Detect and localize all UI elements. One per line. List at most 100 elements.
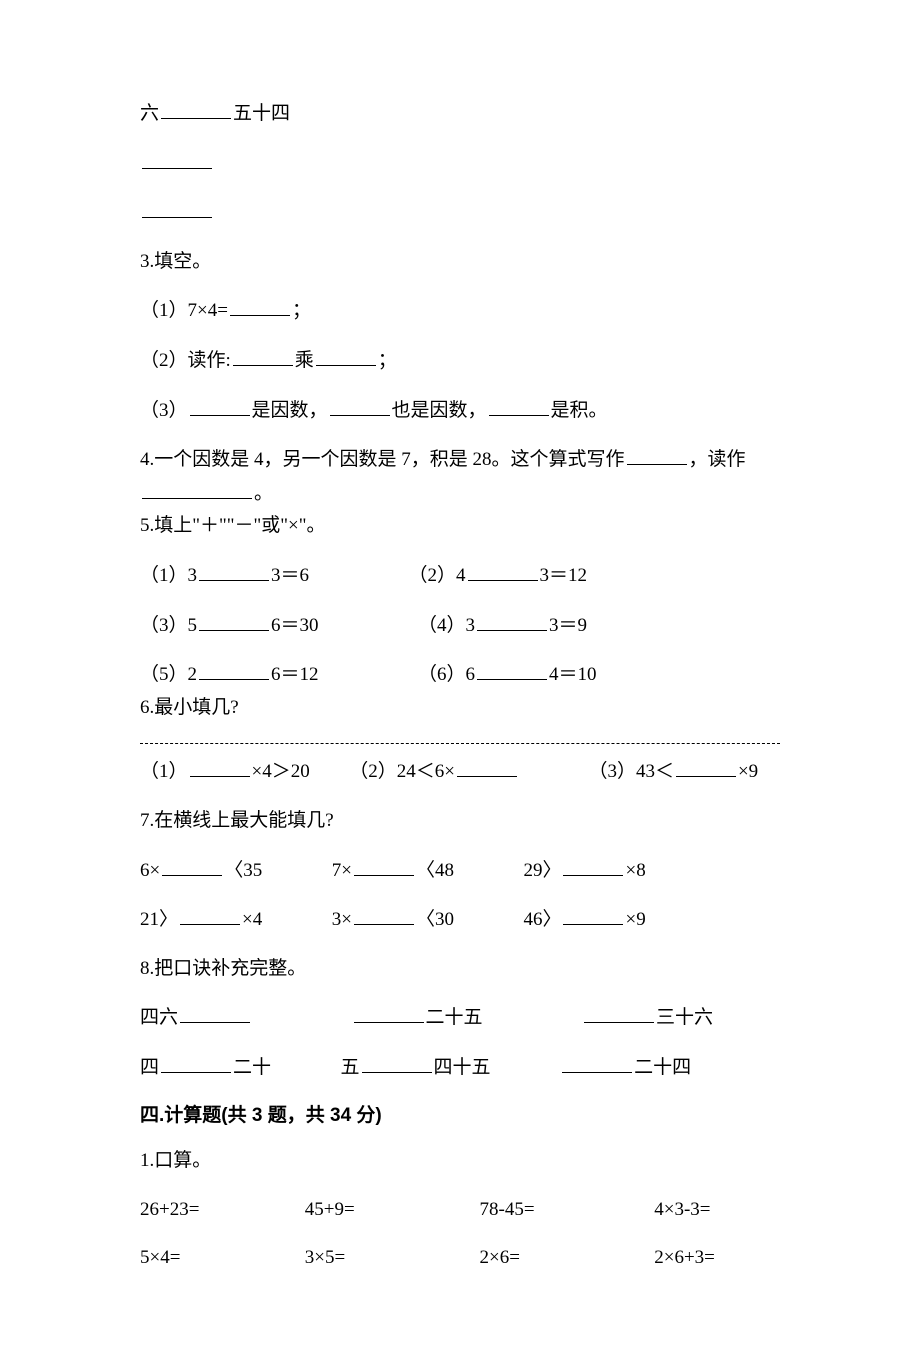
q4-line1: 4.一个因数是 4，另一个因数是 7，积是 28。这个算式写作，读作 (140, 446, 780, 474)
text: 4＝10 (549, 664, 597, 685)
blank[interactable] (230, 297, 290, 316)
blank[interactable] (180, 1004, 250, 1023)
q5-r3: （5）26＝12 （6）64＝10 (140, 661, 780, 689)
blank[interactable] (354, 857, 414, 876)
blank[interactable] (316, 347, 376, 366)
blank[interactable] (468, 562, 538, 581)
text: 46〉 (523, 909, 561, 930)
sec4-row2: 5×4= 3×5= 2×6= 2×6+3= (140, 1245, 780, 1272)
text: ，读作 (689, 449, 746, 470)
text: （2）4 (409, 565, 466, 586)
text: （2）读作: (140, 350, 231, 371)
q6-head: 6.最小填几? (140, 695, 780, 722)
text: 7× (332, 860, 352, 881)
q4-line2: 。 (140, 480, 780, 508)
text: 6＝12 (271, 664, 319, 685)
blank[interactable] (180, 906, 240, 925)
blank[interactable] (627, 446, 687, 465)
q7-r1: 6×〈35 7×〈48 29〉×8 (140, 857, 780, 885)
frag-blank-2 (140, 199, 780, 227)
text: ； (292, 300, 311, 321)
blank[interactable] (142, 199, 212, 218)
text: ×9 (625, 909, 645, 930)
text: 。 (254, 483, 273, 504)
text: 29〉 (523, 860, 561, 881)
text: ×9 (738, 761, 758, 782)
q8-r1: 四六 二十五 三十六 (140, 1004, 780, 1032)
text: 6＝30 (271, 615, 319, 636)
text: 六 (140, 103, 159, 124)
blank[interactable] (562, 1054, 632, 1073)
blank[interactable] (233, 347, 293, 366)
text: 3＝6 (271, 565, 309, 586)
text: （3）43＜ (588, 761, 674, 782)
q8-head: 8.把口诀补充完整。 (140, 956, 780, 983)
text: （1）3 (140, 565, 197, 586)
q8-r2: 四二十 五四十五 二十四 (140, 1054, 780, 1082)
blank[interactable] (676, 758, 736, 777)
blank[interactable] (199, 562, 269, 581)
blank[interactable] (354, 1004, 424, 1023)
text: 乘 (295, 350, 314, 371)
text: 四六 (140, 1007, 178, 1028)
sec4-q1-head: 1.口算。 (140, 1148, 780, 1175)
blank[interactable] (457, 758, 517, 777)
blank[interactable] (563, 906, 623, 925)
text: 是因数， (252, 400, 328, 421)
text: （4）3 (418, 615, 475, 636)
text: ； (378, 350, 397, 371)
blank[interactable] (199, 612, 269, 631)
text: ×4 (242, 909, 262, 930)
expr: 5×4= (140, 1245, 300, 1272)
blank[interactable] (489, 397, 549, 416)
text: ×8 (625, 860, 645, 881)
blank[interactable] (190, 397, 250, 416)
q6-body: （1）×4＞20 （2）24＜6× （3）43＜×9 (140, 758, 780, 786)
expr: 2×6= (480, 1245, 650, 1272)
q7-head: 7.在横线上最大能填几? (140, 808, 780, 835)
text: （5）2 (140, 664, 197, 685)
text: （3）5 (140, 615, 197, 636)
frag-line-1: 六 五十四 (140, 100, 780, 128)
q3-1: （1）7×4= ； (140, 297, 780, 325)
q5-r1: （1）3 3＝6 （2）4 3＝12 (140, 562, 780, 590)
blank[interactable] (477, 661, 547, 680)
divider-dashed (140, 743, 780, 744)
text: （1）7×4= (140, 300, 228, 321)
blank[interactable] (162, 857, 222, 876)
blank[interactable] (584, 1004, 654, 1023)
q3-3: （3）是因数，也是因数，是积。 (140, 397, 780, 425)
blank[interactable] (362, 1054, 432, 1073)
blank[interactable] (161, 100, 231, 119)
blank[interactable] (354, 906, 414, 925)
q5-head: 5.填上"＋""－"或"×"。 (140, 513, 780, 540)
blank[interactable] (477, 612, 547, 631)
text: 3＝9 (549, 615, 587, 636)
expr: 4×3-3= (654, 1197, 710, 1224)
blank[interactable] (330, 397, 390, 416)
expr: 3×5= (305, 1245, 475, 1272)
text: 二十五 (426, 1007, 483, 1028)
text: 3＝12 (540, 565, 588, 586)
text: 也是因数， (392, 400, 487, 421)
blank[interactable] (190, 758, 250, 777)
text: （1） (140, 761, 188, 782)
sec4-row1: 26+23= 45+9= 78-45= 4×3-3= (140, 1197, 780, 1224)
blank[interactable] (161, 1054, 231, 1073)
blank[interactable] (142, 480, 252, 499)
text: 五十四 (233, 103, 290, 124)
blank[interactable] (142, 150, 212, 169)
expr: 26+23= (140, 1197, 300, 1224)
text: 四十五 (434, 1057, 491, 1078)
text: 四 (140, 1057, 159, 1078)
text: 3× (332, 909, 352, 930)
text: 〈48 (416, 860, 454, 881)
text: 五 (341, 1057, 360, 1078)
expr: 45+9= (305, 1197, 475, 1224)
text: 三十六 (656, 1007, 713, 1028)
blank[interactable] (563, 857, 623, 876)
blank[interactable] (199, 661, 269, 680)
section-4-title: 四.计算题(共 3 题，共 34 分) (140, 1103, 780, 1130)
frag-blank-1 (140, 150, 780, 178)
text: ×4＞20 (252, 761, 310, 782)
